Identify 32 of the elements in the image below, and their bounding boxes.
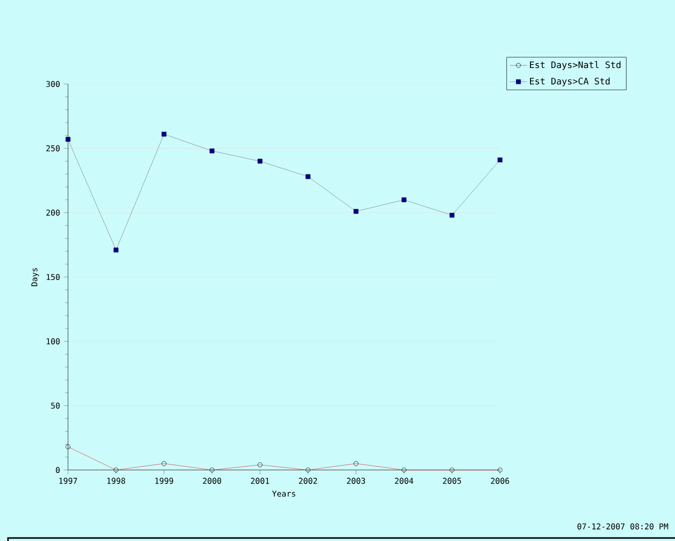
y-tick-label: 150 xyxy=(46,274,60,280)
x-tick-label: 2000 xyxy=(202,478,222,484)
point xyxy=(258,158,262,164)
x-tick-label: 2002 xyxy=(298,478,317,484)
legend-label: Est Days>Natl Std xyxy=(530,61,620,70)
point xyxy=(210,148,214,154)
point xyxy=(306,174,310,180)
x-tick-label: 2003 xyxy=(346,478,366,484)
y-tick-label: 100 xyxy=(46,338,60,344)
x-tick-label: 1997 xyxy=(59,478,78,484)
y-tick-label: 50 xyxy=(51,402,60,409)
x-tick-label: 1999 xyxy=(155,478,174,484)
y-tick-label: 200 xyxy=(46,210,60,216)
x-axis-title: Years xyxy=(272,490,296,497)
point xyxy=(498,158,502,162)
x-tick-label: 1998 xyxy=(107,478,126,484)
x-tick-label: 2004 xyxy=(394,478,414,484)
y-tick-label: 300 xyxy=(46,80,60,88)
point xyxy=(450,212,454,218)
point xyxy=(114,248,118,252)
y-tick-label: 250 xyxy=(46,145,60,152)
y-tick-label: 0 xyxy=(56,466,60,474)
point xyxy=(402,197,406,202)
point xyxy=(354,208,358,214)
legend-label: Est Days>CA Std xyxy=(530,78,610,86)
x-tick-label: 2006 xyxy=(490,478,510,484)
y-axis-title: Days xyxy=(31,268,39,286)
text: 07-12-2007 08:20 PM xyxy=(577,523,668,530)
x-tick-label: 2001 xyxy=(250,478,270,484)
x-tick-label: 2005 xyxy=(442,478,461,484)
point xyxy=(66,136,70,142)
point xyxy=(162,132,166,137)
